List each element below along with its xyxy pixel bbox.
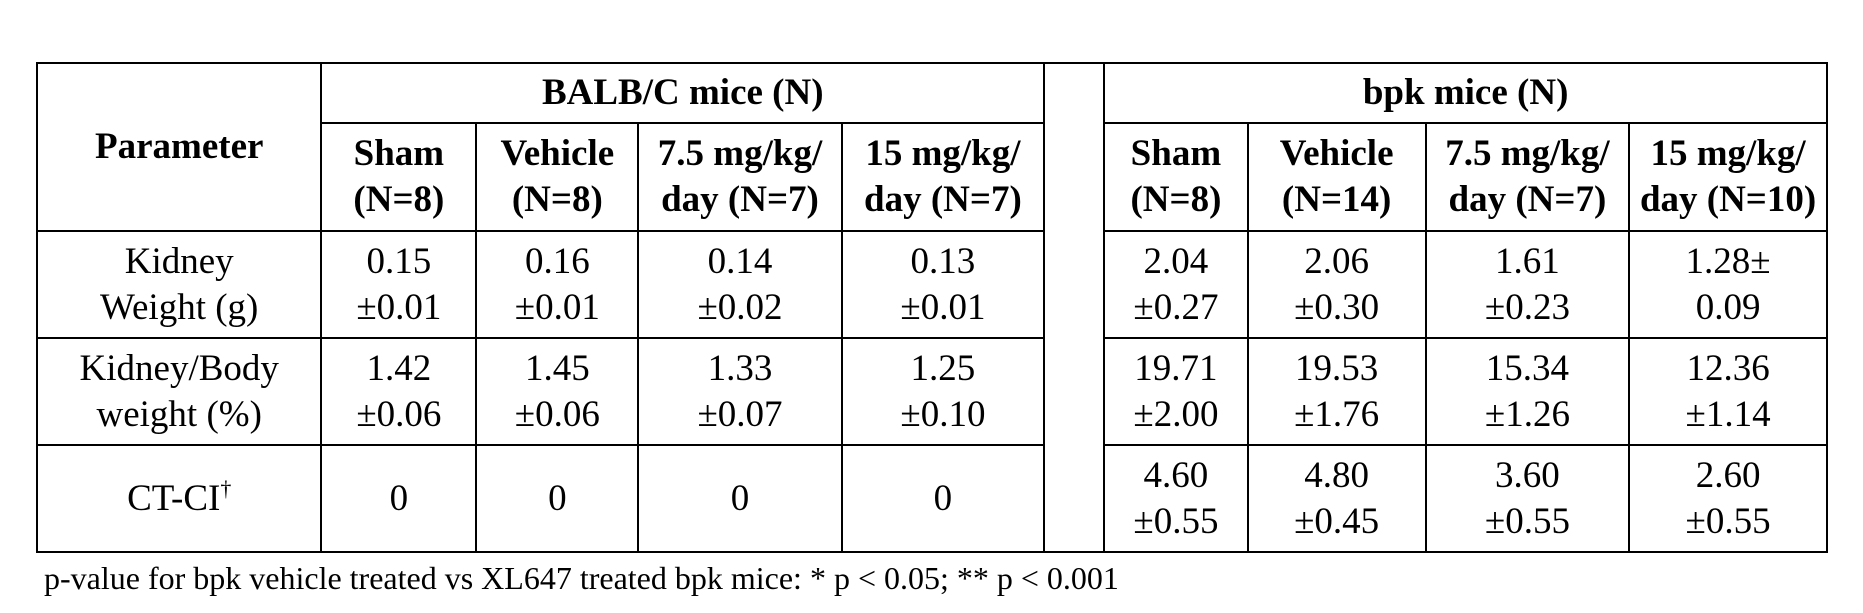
row-label: CT-CI† xyxy=(37,445,321,552)
footnote: p-value for bpk vehicle treated vs XL647… xyxy=(44,558,1119,598)
results-table: Parameter BALB/C mice (N) bpk mice (N) S… xyxy=(36,62,1828,553)
table-cell: 1.28±0.09 xyxy=(1629,231,1827,338)
table-cell: 0 xyxy=(476,445,638,552)
subheader-balbc-15mg: 15 mg/kg/day (N=7) xyxy=(842,123,1044,231)
table-cell: 2.04±0.27 xyxy=(1104,231,1247,338)
group-header-balbc: BALB/C mice (N) xyxy=(321,63,1044,123)
table-cell: 0.13±0.01 xyxy=(842,231,1044,338)
subheader-balbc-vehicle: Vehicle(N=8) xyxy=(476,123,638,231)
subheader-bpk-vehicle: Vehicle(N=14) xyxy=(1248,123,1426,231)
row-label: KidneyWeight (g) xyxy=(37,231,321,338)
group-header-bpk: bpk mice (N) xyxy=(1104,63,1827,123)
table-cell: 19.53±1.76 xyxy=(1248,338,1426,445)
subheader-balbc-7-5mg: 7.5 mg/kg/day (N=7) xyxy=(638,123,842,231)
table-cell: 0.16±0.01 xyxy=(476,231,638,338)
subheader-bpk-15mg: 15 mg/kg/day (N=10) xyxy=(1629,123,1827,231)
table-cell: 4.80±0.45 xyxy=(1248,445,1426,552)
subheader-balbc-sham: Sham(N=8) xyxy=(321,123,476,231)
table-cell: 0.14±0.02 xyxy=(638,231,842,338)
table-cell: 15.34±1.26 xyxy=(1426,338,1630,445)
row-label: Kidney/Bodyweight (%) xyxy=(37,338,321,445)
table-cell: 0.15±0.01 xyxy=(321,231,476,338)
table-cell: 4.60±0.55 xyxy=(1104,445,1247,552)
table-cell: 12.36±1.14 xyxy=(1629,338,1827,445)
dagger-mark: † xyxy=(220,476,231,501)
parameter-header: Parameter xyxy=(37,63,321,231)
table-cell: 19.71±2.00 xyxy=(1104,338,1247,445)
table-row-ct-ci: CT-CI† 0 0 0 0 4.60±0.55 4.80±0.45 3.60±… xyxy=(37,445,1827,552)
table-row-kidney-weight: KidneyWeight (g) 0.15±0.01 0.16±0.01 0.1… xyxy=(37,231,1827,338)
table-cell: 1.33±0.07 xyxy=(638,338,842,445)
table-cell: 0 xyxy=(842,445,1044,552)
column-gap xyxy=(1044,63,1104,552)
table-row-kidney-body-weight: Kidney/Bodyweight (%) 1.42±0.06 1.45±0.0… xyxy=(37,338,1827,445)
table-cell: 3.60±0.55 xyxy=(1426,445,1630,552)
table-cell: 1.45±0.06 xyxy=(476,338,638,445)
table-cell: 2.06±0.30 xyxy=(1248,231,1426,338)
group-header-row: Parameter BALB/C mice (N) bpk mice (N) xyxy=(37,63,1827,123)
table-cell: 1.42±0.06 xyxy=(321,338,476,445)
table-cell: 0 xyxy=(321,445,476,552)
table-cell: 0 xyxy=(638,445,842,552)
subheader-bpk-sham: Sham(N=8) xyxy=(1104,123,1247,231)
subheader-bpk-7-5mg: 7.5 mg/kg/day (N=7) xyxy=(1426,123,1630,231)
table-cell: 2.60±0.55 xyxy=(1629,445,1827,552)
table-cell: 1.61±0.23 xyxy=(1426,231,1630,338)
table-cell: 1.25±0.10 xyxy=(842,338,1044,445)
